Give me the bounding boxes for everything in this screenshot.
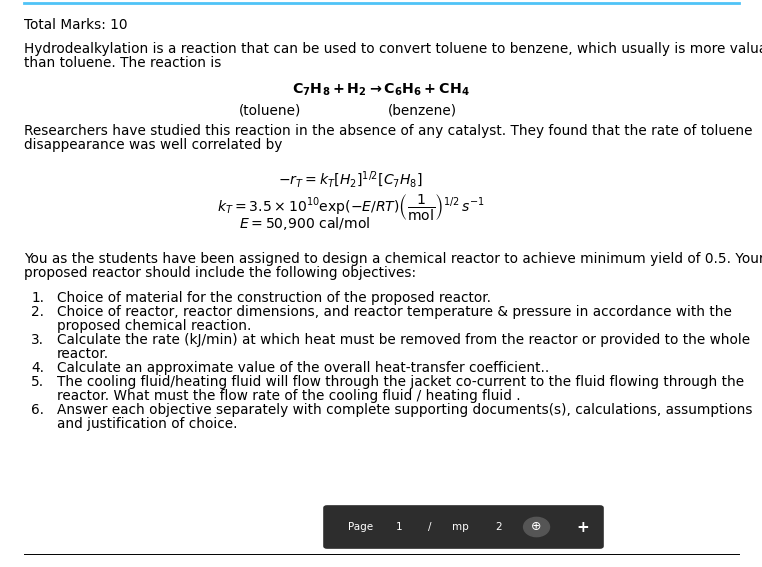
- Text: $E = 50{,}900\ \mathrm{cal/mol}$: $E = 50{,}900\ \mathrm{cal/mol}$: [239, 215, 370, 232]
- Text: Page: Page: [348, 522, 373, 532]
- Text: Calculate the rate (kJ/min) at which heat must be removed from the reactor or pr: Calculate the rate (kJ/min) at which hea…: [57, 333, 751, 347]
- Text: $-r_T = k_T[H_2]^{1/2}[C_7H_8]$: $-r_T = k_T[H_2]^{1/2}[C_7H_8]$: [278, 170, 423, 191]
- Text: disappearance was well correlated by: disappearance was well correlated by: [24, 138, 283, 152]
- Text: Choice of material for the construction of the proposed reactor.: Choice of material for the construction …: [57, 291, 491, 305]
- Text: 4.: 4.: [31, 361, 44, 375]
- Text: Researchers have studied this reaction in the absence of any catalyst. They foun: Researchers have studied this reaction i…: [24, 124, 753, 138]
- Text: +: +: [576, 519, 589, 535]
- Text: (toluene): (toluene): [239, 103, 302, 117]
- Text: 1: 1: [396, 522, 402, 532]
- Text: proposed chemical reaction.: proposed chemical reaction.: [57, 319, 251, 333]
- Text: $\mathbf{C_7H_8 + H_2 \rightarrow C_6H_6 + CH_4}$: $\mathbf{C_7H_8 + H_2 \rightarrow C_6H_6…: [292, 82, 470, 99]
- Text: 1.: 1.: [31, 291, 44, 305]
- Text: /: /: [428, 522, 431, 532]
- Text: 3.: 3.: [31, 333, 44, 347]
- Text: Choice of reactor, reactor dimensions, and reactor temperature & pressure in acc: Choice of reactor, reactor dimensions, a…: [57, 305, 732, 319]
- Text: 6.: 6.: [31, 403, 44, 417]
- Text: Answer each objective separately with complete supporting documents(s), calculat: Answer each objective separately with co…: [57, 403, 753, 417]
- Text: 2.: 2.: [31, 305, 44, 319]
- Text: You as the students have been assigned to design a chemical reactor to achieve m: You as the students have been assigned t…: [24, 252, 762, 266]
- Text: proposed reactor should include the following objectives:: proposed reactor should include the foll…: [24, 266, 417, 280]
- Text: mp: mp: [452, 522, 469, 532]
- Text: Hydrodealkylation is a reaction that can be used to convert toluene to benzene, : Hydrodealkylation is a reaction that can…: [24, 42, 762, 56]
- FancyBboxPatch shape: [323, 505, 604, 549]
- Text: than toluene. The reaction is: than toluene. The reaction is: [24, 56, 222, 70]
- Text: reactor. What must the flow rate of the cooling fluid / heating fluid .: reactor. What must the flow rate of the …: [57, 389, 520, 403]
- Text: reactor.: reactor.: [57, 347, 109, 361]
- Text: 2: 2: [495, 522, 501, 532]
- Circle shape: [523, 517, 549, 536]
- Text: Total Marks: 10: Total Marks: 10: [24, 18, 128, 32]
- Text: ⊕: ⊕: [531, 521, 542, 534]
- Text: 5.: 5.: [31, 375, 44, 389]
- Text: (benzene): (benzene): [389, 103, 457, 117]
- Text: $k_T = 3.5 \times 10^{10} \exp(-E/RT)\left(\dfrac{1}{\mathrm{mol}}\right)^{1/2}\: $k_T = 3.5 \times 10^{10} \exp(-E/RT)\le…: [216, 192, 485, 222]
- Text: and justification of choice.: and justification of choice.: [57, 417, 238, 431]
- Text: Calculate an approximate value of the overall heat-transfer coefficient..: Calculate an approximate value of the ov…: [57, 361, 549, 375]
- Text: The cooling fluid/heating fluid will flow through the jacket co-current to the f: The cooling fluid/heating fluid will flo…: [57, 375, 744, 389]
